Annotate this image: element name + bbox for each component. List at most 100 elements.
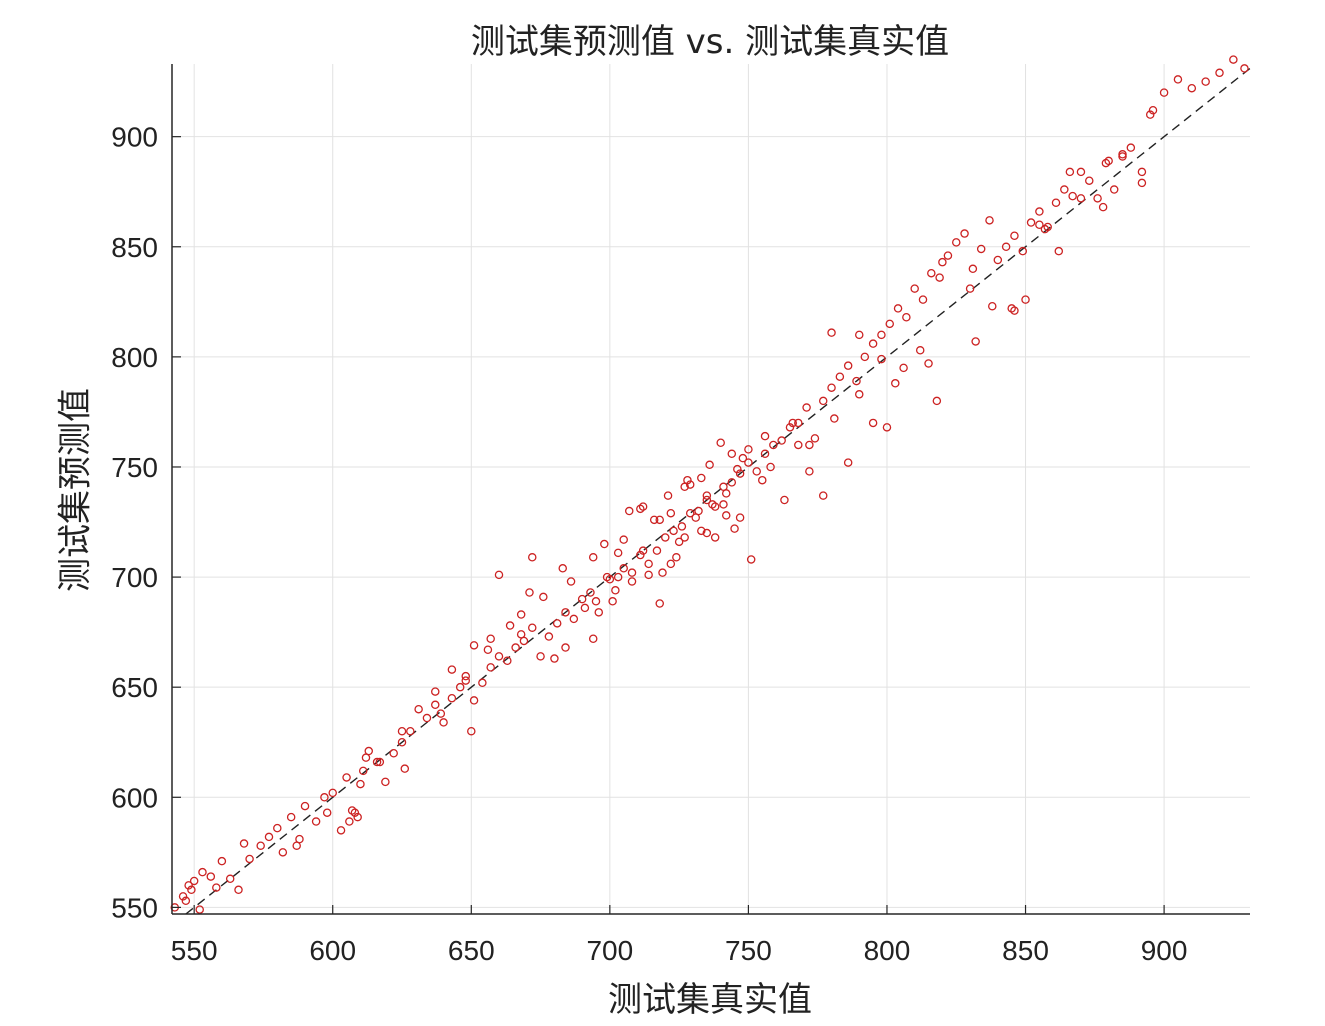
- data-point: [794, 418, 803, 428]
- data-point: [927, 268, 936, 278]
- data-point: [1240, 64, 1249, 73]
- data-point: [278, 848, 288, 857]
- data-point: [1137, 178, 1147, 188]
- data-point: [400, 764, 410, 773]
- data-point: [588, 553, 598, 562]
- data-point: [677, 522, 687, 531]
- data-point: [658, 568, 667, 577]
- data-point: [636, 504, 645, 514]
- data-point: [1118, 150, 1127, 159]
- data-point: [666, 508, 676, 518]
- data-point: [760, 431, 770, 441]
- data-point: [702, 495, 712, 505]
- data-point: [818, 491, 828, 500]
- data-point: [780, 495, 789, 505]
- data-point: [588, 634, 598, 643]
- data-point: [735, 469, 745, 478]
- data-point: [702, 491, 712, 500]
- data-point: [264, 832, 274, 842]
- data-point: [311, 817, 321, 826]
- reference-line: [185, 67, 1251, 915]
- data-point: [802, 403, 811, 412]
- data-point: [885, 319, 894, 329]
- chart-title: 测试集预测值 vs. 测试集真实值: [470, 22, 950, 62]
- data-point: [447, 665, 457, 674]
- data-point: [217, 856, 227, 866]
- data-point: [600, 539, 609, 549]
- y-tick-label: 550: [111, 892, 158, 923]
- data-point: [397, 737, 407, 747]
- data-point: [965, 284, 975, 293]
- data-point: [988, 301, 997, 311]
- data-point: [611, 586, 620, 595]
- data-point: [613, 548, 623, 558]
- data-point: [652, 546, 662, 555]
- data-point: [891, 379, 900, 388]
- data-point: [1026, 218, 1036, 227]
- data-point: [539, 592, 548, 602]
- data-point: [212, 883, 221, 892]
- data-point: [852, 376, 861, 386]
- data-point: [414, 704, 423, 714]
- data-point: [877, 330, 886, 340]
- data-point: [389, 748, 398, 758]
- data-point: [627, 568, 637, 577]
- data-point: [1010, 231, 1019, 241]
- data-point: [644, 570, 653, 580]
- data-point: [766, 462, 775, 472]
- data-point: [818, 396, 828, 406]
- x-tick-label: 800: [864, 935, 911, 966]
- data-point: [350, 808, 360, 817]
- data-point: [805, 467, 814, 476]
- data-point: [691, 513, 701, 522]
- data-point: [735, 513, 745, 522]
- data-point: [605, 575, 615, 584]
- data-point: [1173, 75, 1183, 84]
- data-point: [536, 652, 545, 661]
- data-point: [697, 473, 706, 483]
- data-point: [206, 872, 216, 881]
- data-point: [1145, 110, 1155, 119]
- data-point: [1065, 167, 1075, 177]
- data-point: [708, 500, 717, 509]
- data-point: [1054, 246, 1064, 256]
- data-point: [550, 654, 559, 663]
- data-point: [719, 500, 728, 509]
- data-point: [494, 652, 504, 661]
- data-point: [727, 478, 737, 487]
- data-point: [225, 874, 235, 884]
- data-point: [674, 537, 684, 547]
- tick-labels: 550 600 650 700 750 800 850 900 550 600 650 700 750 8…: [111, 122, 1187, 966]
- data-point: [478, 678, 487, 688]
- data-point: [195, 905, 204, 914]
- data-point: [577, 594, 587, 604]
- data-point: [744, 458, 753, 467]
- data-point: [431, 687, 440, 696]
- data-point: [608, 597, 617, 606]
- data-point: [827, 383, 836, 392]
- data-point: [1018, 246, 1028, 256]
- data-point: [528, 623, 537, 632]
- data-point: [932, 396, 942, 406]
- data-point: [985, 216, 994, 225]
- y-tick-label: 650: [111, 672, 158, 703]
- data-point: [566, 577, 576, 586]
- data-point: [721, 511, 731, 520]
- x-tick-label: 750: [725, 935, 772, 966]
- data-point: [1187, 83, 1197, 93]
- data-point: [295, 834, 304, 844]
- data-point: [1085, 176, 1094, 185]
- data-point: [899, 363, 908, 373]
- data-point: [239, 839, 249, 848]
- data-point: [422, 713, 432, 723]
- data-point: [406, 726, 415, 736]
- data-point: [322, 808, 332, 817]
- data-point: [877, 354, 886, 364]
- data-point: [300, 801, 310, 811]
- data-point: [644, 559, 653, 569]
- data-point: [569, 614, 579, 624]
- data-point: [716, 438, 725, 448]
- data-point: [769, 440, 778, 450]
- data-point: [868, 339, 878, 348]
- data-point: [353, 812, 362, 822]
